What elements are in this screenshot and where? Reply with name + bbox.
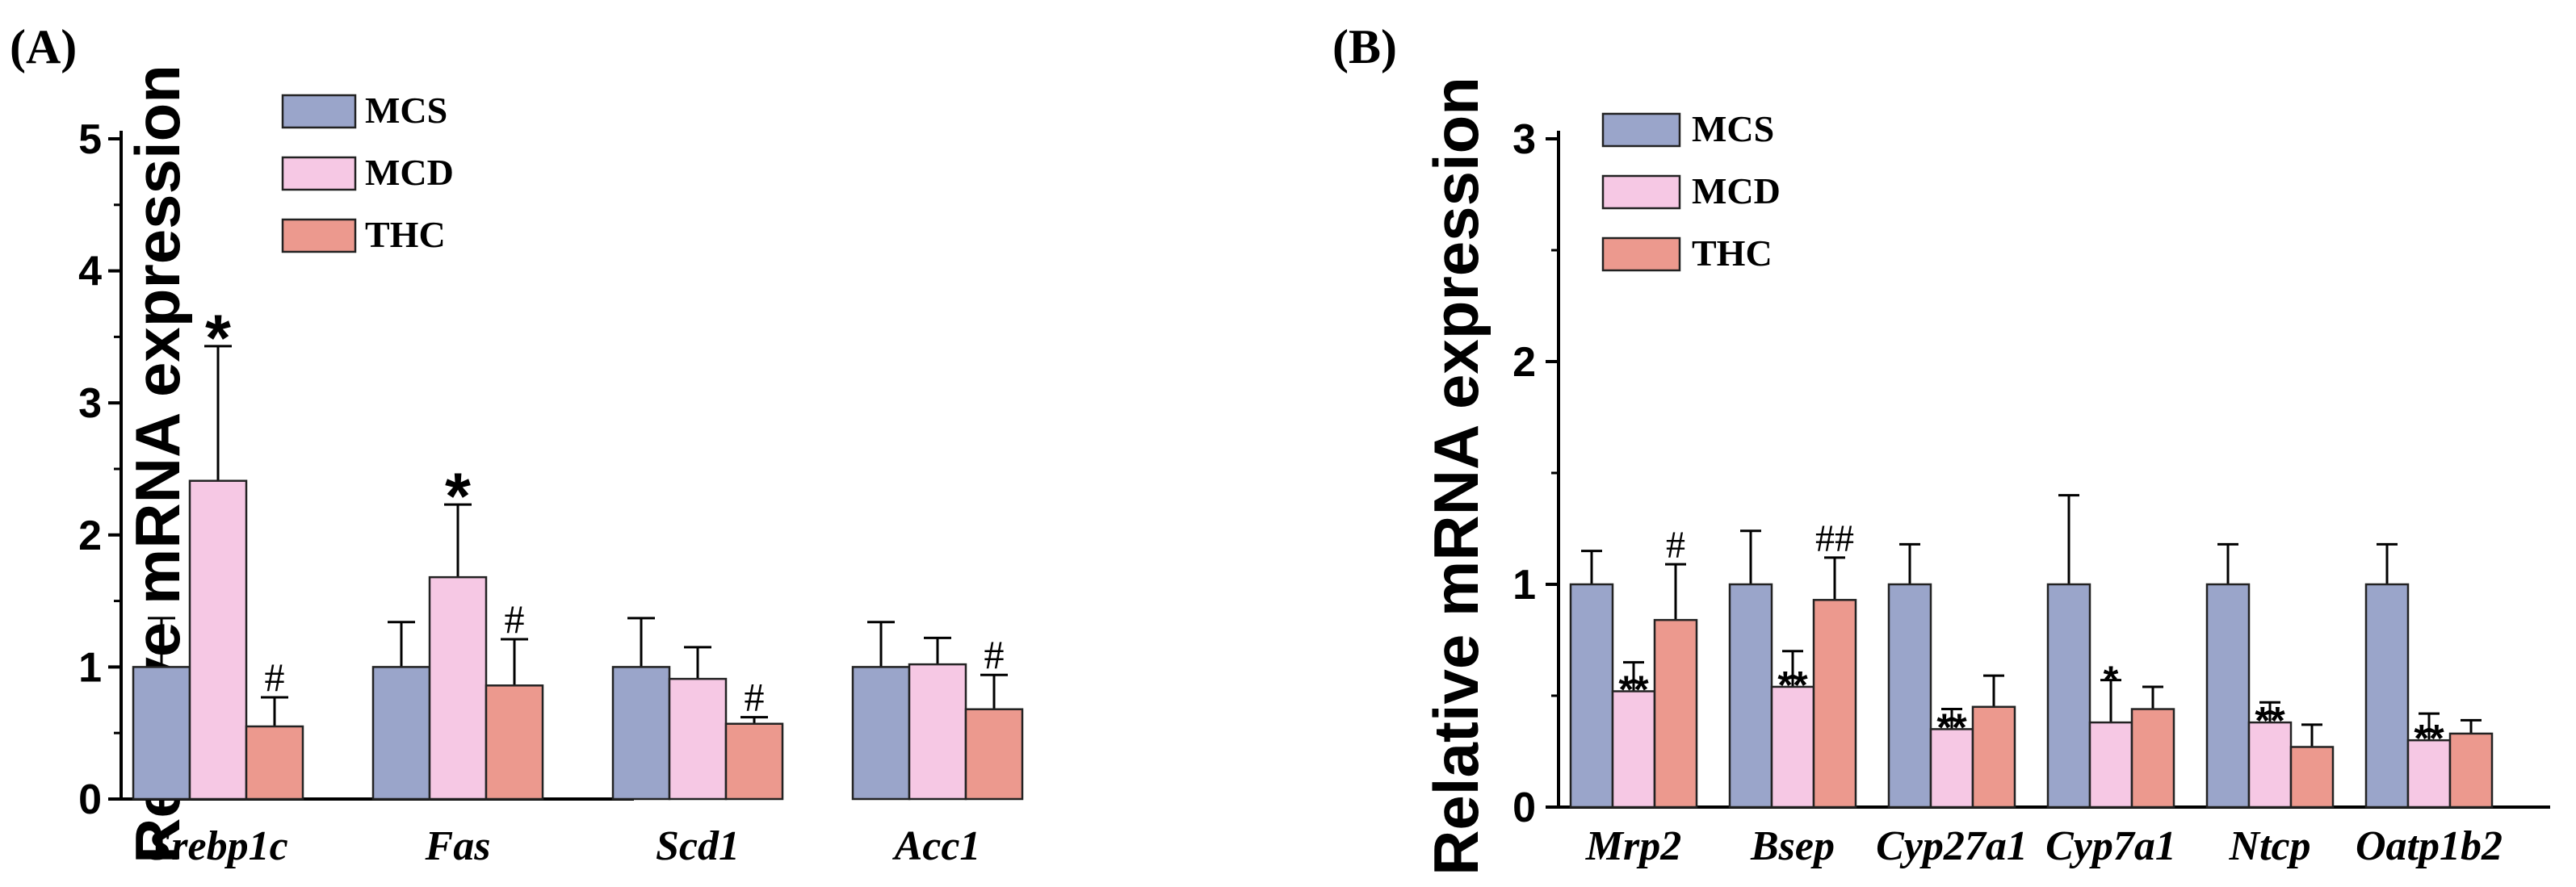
significance-marker: # [984,632,1005,677]
significance-marker: # [1666,524,1685,567]
y-tick-label: 1 [1512,562,1536,609]
x-category-label: Cyp27a1 [1876,823,2028,869]
y-tick-label: 2 [78,513,102,559]
significance-marker: ** [1777,664,1808,707]
bar-mcs [851,666,911,801]
legend-label: THC [1692,232,1773,274]
legend-swatch-thc [1601,236,1681,272]
bar-mcs [371,666,431,801]
bar-mcd [2088,721,2133,809]
legend-label: MCS [1692,108,1774,149]
panel-label: (A) [10,20,77,73]
y-tick-label: 1 [78,644,102,691]
bar-mcs [611,666,671,801]
legend-label: MCD [365,152,454,193]
bar-thc [2289,746,2335,809]
bar-mcd [428,575,488,801]
bar-mcd [2406,738,2452,809]
bar-thc [245,725,304,801]
significance-marker: # [745,675,765,720]
x-category-label: Ntcp [2228,823,2310,869]
panel-a: (A)Relative mRNA expression012345Srebp1c… [10,20,1024,869]
significance-marker: ** [1936,706,1967,749]
bar-mcs [2046,583,2091,809]
panel-label: (B) [1332,20,1397,73]
bar-thc [2130,708,2175,809]
legend-label: THC [365,214,446,255]
y-tick-label: 5 [78,116,102,163]
x-category-label: Bsep [1750,823,1835,869]
bar-mcd [1770,685,1815,809]
y-tick-label: 4 [78,249,102,295]
x-category-label: Mrp2 [1585,823,1681,869]
x-category-label: Cyp7a1 [2045,823,2176,869]
significance-marker: # [265,655,285,700]
legend-swatch-mcs [1601,112,1681,148]
y-tick-label: 2 [1512,339,1536,386]
bar-thc [1653,618,1698,809]
legend-swatch-thc [281,218,357,253]
x-category-label: Oatp1b2 [2356,823,2503,869]
bar-mcs [2205,583,2251,809]
x-category-label: Acc1 [892,823,981,869]
significance-marker: # [505,596,525,642]
x-category-label: Fas [425,823,491,869]
legend-swatch-mcd [281,156,357,191]
significance-marker: * [205,302,231,375]
legend-swatch-mcs [281,94,357,129]
y-axis-label: Relative mRNA expression [1420,77,1491,876]
y-tick-label: 0 [78,776,102,823]
bar-mcd [908,663,967,801]
significance-marker: ** [2414,718,2444,760]
legend-label: MCS [365,90,447,131]
bar-mcs [2364,583,2410,809]
bar-mcd [1611,690,1656,809]
bar-thc [724,722,784,801]
legend-label: MCD [1692,170,1781,211]
y-tick-label: 3 [78,380,102,427]
significance-marker: * [445,460,471,533]
bar-mcs [1728,583,1773,809]
bar-mcd [188,479,248,801]
bar-mcs [132,666,191,801]
bar-mcs [1887,583,1932,809]
x-category-label: Srebp1c [148,823,287,869]
y-tick-label: 3 [1512,116,1536,163]
bar-mcd [668,677,728,801]
significance-marker: ## [1815,517,1854,560]
bar-thc [1812,599,1857,809]
panel-b: (B) Relative mRNA expression 0 1 2 3 Mrp2 Bsep C… [1332,20,2550,876]
significance-marker: * [2104,659,2119,702]
y-tick-label: 0 [1512,784,1536,831]
significance-marker: ** [1618,668,1649,711]
bar-thc [1971,705,2016,809]
bar-mcs [1569,583,1614,809]
bar-thc [485,684,544,801]
bar-thc [964,708,1024,801]
significance-marker: ** [2255,700,2285,743]
legend-swatch-mcd [1601,174,1681,210]
bar-thc [2448,732,2494,809]
x-category-label: Scd1 [656,823,740,869]
